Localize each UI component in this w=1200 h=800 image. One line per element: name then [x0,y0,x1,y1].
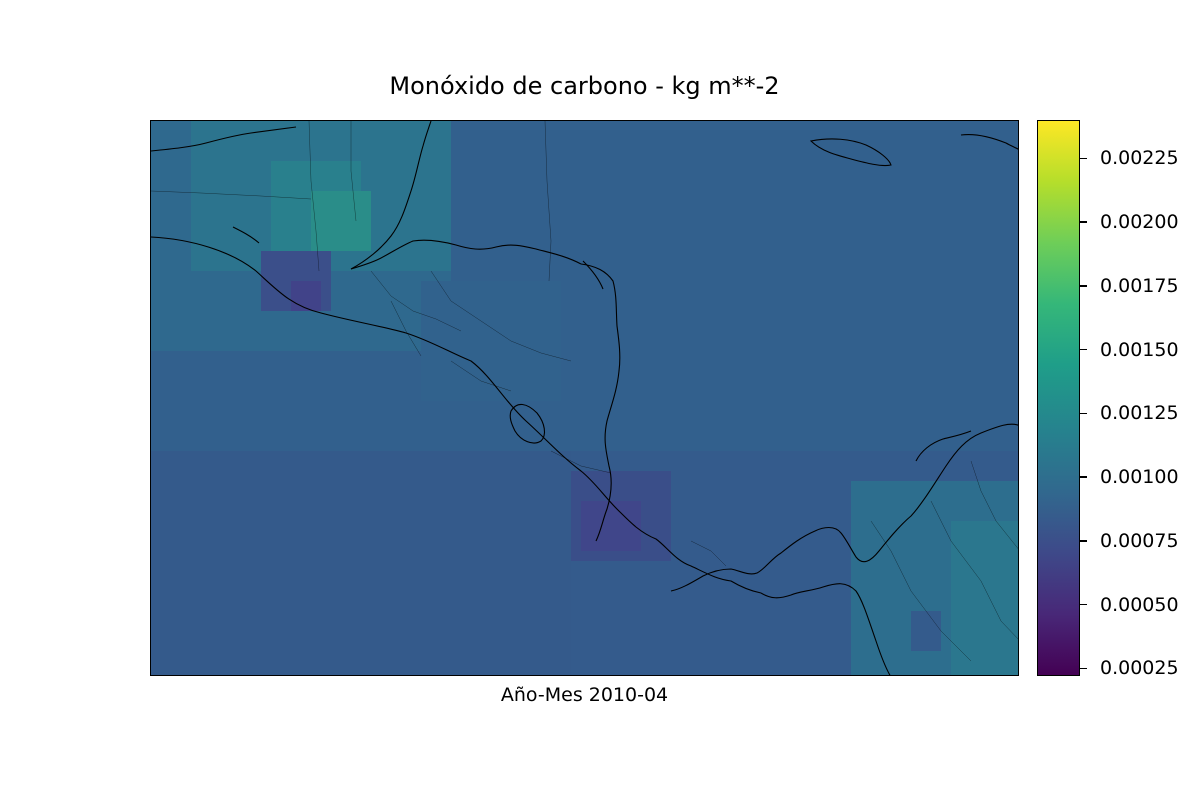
x-axis-label: Año-Mes 2010-04 [500,684,669,706]
colorbar-tick-mark [1080,476,1087,478]
admin-borders [151,121,1018,662]
colorbar-tick-label: 0.00025 [1100,657,1179,680]
border-internal-2 [390,300,422,357]
colorbar-tick-mark [1080,603,1087,606]
field-pacific [151,451,571,675]
colorbar-tick-label: 0.00050 [1100,593,1179,616]
panama-colombia-coast [760,583,891,675]
field-colombia-high [951,521,1018,675]
colorbar-tick-mark [1080,157,1087,159]
chart-title: Monóxido de carbono - kg m**-2 [389,72,780,100]
colombia-coast [915,430,972,462]
colorbar-tick-mark [1080,285,1087,287]
border-belize [308,121,320,272]
colorbar-tick-mark [1080,540,1087,542]
field-colombia-patch [911,611,941,651]
colorbar-tick-label: 0.00175 [1100,274,1179,297]
yucatan-east-coast [350,121,432,270]
gulf-coast [151,126,297,152]
lake-nicaragua [509,403,546,444]
coastlines [151,121,1018,675]
map-svg [151,121,1018,675]
honduras-north-coast [350,239,582,270]
border-honduras-east [544,121,552,282]
border-el-salvador [370,270,462,332]
border-colombia-1 [870,520,972,662]
colorbar-tick-label: 0.00100 [1100,466,1179,489]
caribbean-coast-panama [670,423,1018,592]
border-mexico-guatemala [151,190,312,200]
colorbar-tick-label: 0.00150 [1100,338,1179,361]
nicaragua-caribbean-coast [580,263,621,542]
border-internal-1 [450,360,512,392]
colorbar-tick-label: 0.00075 [1100,529,1179,552]
map-panel [150,120,1019,676]
colorbar-tick-mark [1080,667,1087,670]
mosquito-coast [582,260,604,290]
colorbar-tick-mark [1080,348,1087,351]
border-colombia-3 [970,460,1018,549]
border-yucatan [350,121,357,222]
colorbar-tick-label: 0.00225 [1100,147,1179,170]
border-costarica-panama [690,540,727,567]
field-hotspot [311,191,371,251]
border-honduras-nicaragua [430,270,572,362]
colorbar-tick-label: 0.00125 [1100,402,1179,425]
pacific-coast-north [151,236,762,594]
hispaniola [960,133,1018,150]
colorbar-tick-label: 0.00200 [1100,211,1179,234]
field-guatemala-min [291,281,321,311]
field-honduras [421,281,561,401]
colorbar-tick-mark [1080,221,1087,223]
jamaica [809,138,892,167]
colorbar [1037,120,1080,676]
border-colombia-2 [930,500,1018,640]
colorbar-tick-mark [1080,412,1087,415]
field-costarica-min [581,501,641,551]
guatemala-lake [232,226,260,244]
border-nicaragua-costarica [550,450,612,474]
